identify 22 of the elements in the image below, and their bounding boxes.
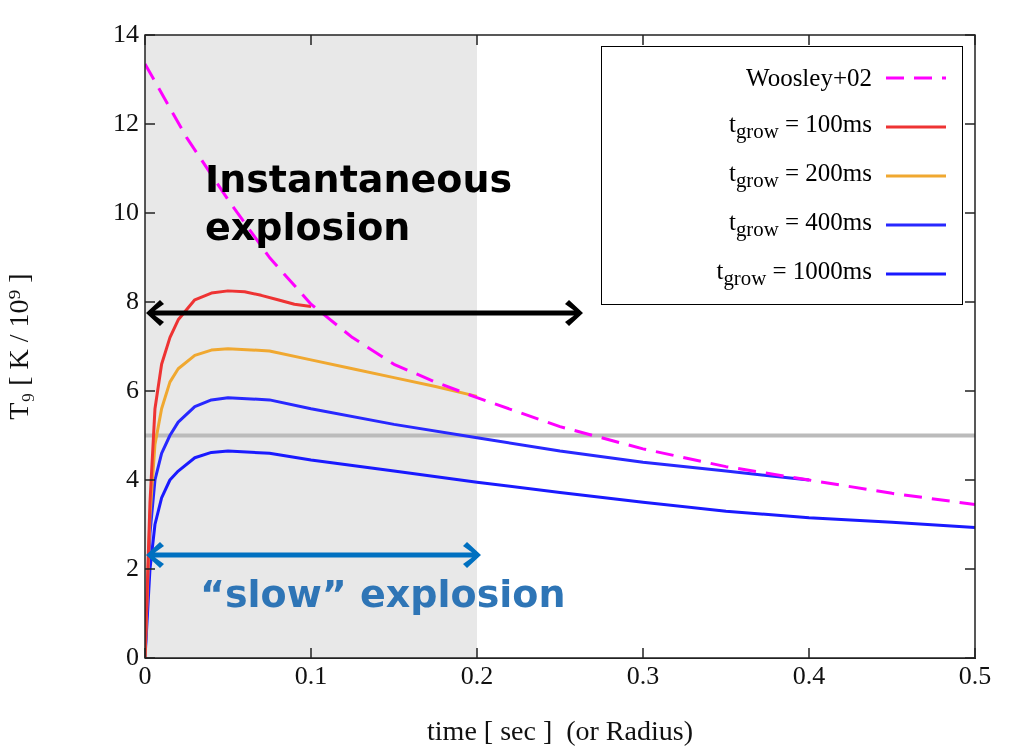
y-tick-label: 6 bbox=[126, 374, 139, 404]
legend-label: t$_{grow}$ = 200ms bbox=[728, 158, 872, 193]
x-tick-label: 0.3 bbox=[626, 661, 660, 691]
x-tick-label: 0.5 bbox=[958, 661, 992, 691]
x-tick-label: 0.1 bbox=[294, 661, 328, 691]
x-axis-title: time [ sec ] (or Radius) bbox=[427, 714, 693, 746]
y-tick-label: 8 bbox=[126, 285, 139, 315]
y-tick-label: 12 bbox=[113, 107, 139, 137]
y-tick-label: 2 bbox=[126, 552, 139, 582]
y-axis-title: T₉ [ K / 10⁹ ] bbox=[3, 273, 35, 420]
legend-label: t$_{grow}$ = 100ms bbox=[728, 109, 872, 144]
legend-label: t$_{grow}$ = 400ms bbox=[728, 207, 872, 242]
y-tick-label: 0 bbox=[126, 641, 139, 671]
annotation: “slow” explosion bbox=[200, 571, 567, 618]
x-tick-label: 0.4 bbox=[792, 661, 826, 691]
legend-label: t$_{grow}$ = 1000ms bbox=[716, 256, 872, 291]
y-tick-label: 10 bbox=[113, 196, 139, 226]
y-tick-label: 4 bbox=[126, 463, 139, 493]
legend-label: Woosley+02 bbox=[746, 63, 872, 92]
y-tick-label: 14 bbox=[113, 18, 139, 48]
annotation: Instantaneous explosion bbox=[205, 156, 514, 251]
x-tick-label: 0.2 bbox=[460, 661, 494, 691]
